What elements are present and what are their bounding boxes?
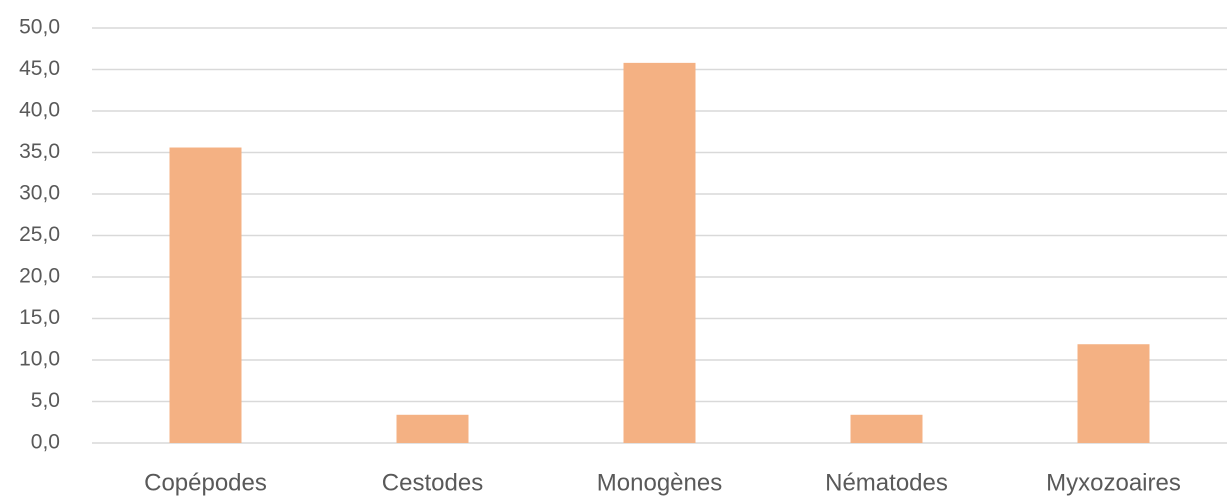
y-tick-label: 20,0 bbox=[19, 265, 60, 288]
y-tick-label: 40,0 bbox=[19, 99, 60, 122]
y-tick-label: 50,0 bbox=[19, 16, 60, 39]
y-tick-label: 25,0 bbox=[19, 223, 60, 246]
bar bbox=[169, 147, 242, 443]
y-tick-label: 30,0 bbox=[19, 182, 60, 205]
y-tick-label: 35,0 bbox=[19, 140, 60, 163]
y-tick-label: 45,0 bbox=[19, 57, 60, 80]
x-tick-label: Cestodes bbox=[382, 469, 483, 496]
y-tick-label: 5,0 bbox=[31, 389, 60, 412]
y-tick-label: 10,0 bbox=[19, 348, 60, 371]
bar bbox=[623, 62, 696, 444]
y-tick-label: 0,0 bbox=[31, 431, 60, 454]
bar bbox=[396, 414, 469, 443]
x-tick-label: Myxozoaires bbox=[1046, 469, 1181, 496]
x-tick-label: Copépodes bbox=[144, 469, 267, 496]
x-tick-label: Monogènes bbox=[597, 469, 722, 496]
bar bbox=[850, 414, 923, 443]
x-tick-label: Nématodes bbox=[825, 469, 948, 496]
bar bbox=[1077, 344, 1150, 443]
y-tick-label: 15,0 bbox=[19, 306, 60, 329]
